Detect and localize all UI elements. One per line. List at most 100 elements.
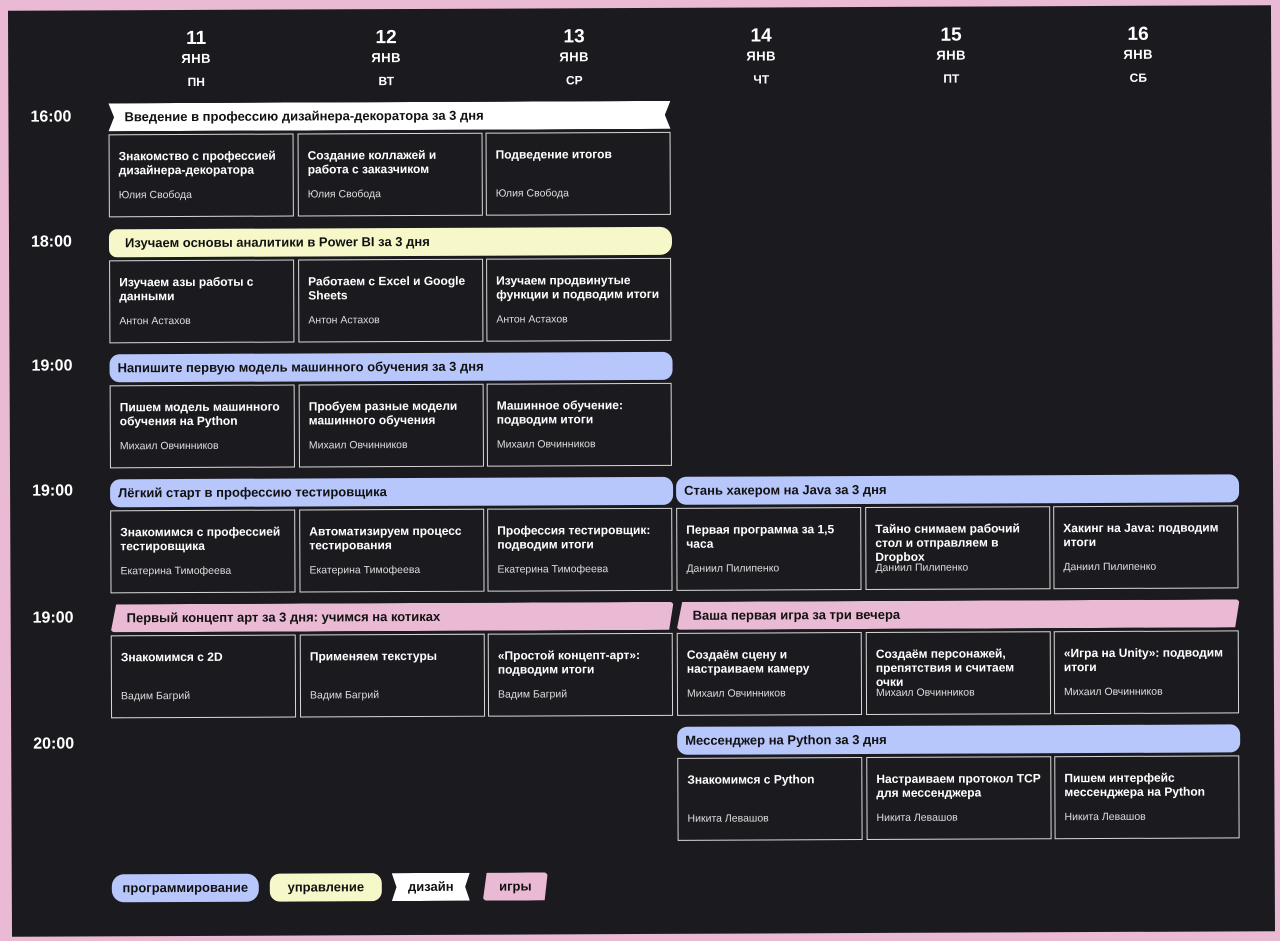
lesson-card[interactable]: Знакомимся с профессией тестировщика Ека… xyxy=(110,509,296,594)
day-header-2: 13 ЯНВ СР xyxy=(514,26,634,89)
lesson-teacher: Екатерина Тимофеева xyxy=(120,564,232,578)
lesson-teacher: Даниил Пилипенко xyxy=(686,562,780,575)
lesson-title: Создаём персонажей, препятствия и считае… xyxy=(875,646,1015,689)
day-weekday: ПН xyxy=(187,74,205,89)
lesson-title: Настраиваем протокол TCP для мессенджера xyxy=(876,771,1041,800)
lesson-title: Изучаем продвинутые функции и подводим и… xyxy=(496,273,660,302)
lesson-card[interactable]: Тайно снимаем рабочий стол и отправляем … xyxy=(865,506,1051,591)
lesson-card[interactable]: Пишем интерфейс мессенджера на Python Ни… xyxy=(1054,755,1240,840)
day-weekday: СР xyxy=(565,73,583,88)
lesson-title: «Игра на Unity»: подводим итоги xyxy=(1063,645,1224,675)
lesson-card[interactable]: «Простой концепт-арт»: подводим итоги Ва… xyxy=(487,632,674,717)
lesson-card[interactable]: Хакинг на Java: подводим итоги Даниил Пи… xyxy=(1053,505,1239,590)
time-label-0: 16:00 xyxy=(30,108,72,126)
legend-management[interactable]: управление xyxy=(269,873,382,902)
lesson-card[interactable]: Работаем с Excel и Google Sheets Антон А… xyxy=(298,258,484,343)
time-label-1: 18:00 xyxy=(30,233,72,251)
lesson-card[interactable]: Знакомимся с Python Никита Левашов xyxy=(677,757,863,841)
time-label-4: 19:00 xyxy=(32,609,74,627)
day-month: ЯНВ xyxy=(936,47,967,63)
lesson-teacher: Никита Левашов xyxy=(687,812,769,825)
lesson-card[interactable]: Знакомимся с 2D Вадим Багрий xyxy=(110,634,297,719)
day-weekday: ЧТ xyxy=(753,72,770,87)
lesson-title: Знакомимся с профессией тестировщика xyxy=(120,524,281,554)
lesson-teacher: Михаил Овчинников xyxy=(686,687,786,700)
lesson-card[interactable]: Знакомство с профессией дизайнера-декора… xyxy=(108,133,294,218)
lesson-title: Работаем с Excel и Google Sheets xyxy=(308,273,466,303)
course-banner-first-game[interactable]: Ваша первая игра за три вечера xyxy=(677,599,1240,629)
lesson-title: Применяем текстуры xyxy=(309,648,438,664)
lesson-teacher: Вадим Багрий xyxy=(497,688,568,701)
lesson-teacher: Михаил Овчинников xyxy=(496,438,596,451)
course-banner-machine-learning[interactable]: Напишите первую модель машинного обучени… xyxy=(109,351,673,383)
course-banner-python-messenger[interactable]: Мессенджер на Python за 3 дня xyxy=(677,724,1241,755)
day-number: 14 xyxy=(750,25,772,47)
lesson-card[interactable]: Изучаем продвинутые функции и подводим и… xyxy=(486,257,672,342)
course-banner-testing[interactable]: Лёгкий старт в профессию тестировщика xyxy=(110,476,674,508)
lesson-card[interactable]: Пробуем разные модели машинного обучения… xyxy=(298,383,484,468)
lesson-teacher: Вадим Багрий xyxy=(309,689,380,702)
lesson-teacher: Михаил Овчинников xyxy=(308,439,408,452)
lesson-card[interactable]: Изучаем азы работы с данными Антон Астах… xyxy=(109,259,295,344)
lesson-card[interactable]: Создание коллажей и работа с заказчиком … xyxy=(297,132,483,217)
lesson-title: Пишем модель машинного обучения на Pytho… xyxy=(119,399,280,429)
lesson-title: Первая программа за 1,5 часа xyxy=(686,522,835,551)
lesson-teacher: Екатерина Тимофеева xyxy=(497,563,609,576)
day-number: 15 xyxy=(940,24,962,46)
lesson-card[interactable]: Машинное обучение: подводим итоги Михаил… xyxy=(486,382,672,467)
lesson-title: Пробуем разные модели машинного обучения xyxy=(308,398,458,428)
lesson-teacher: Юлия Свобода xyxy=(307,188,382,201)
lesson-card[interactable]: Создаём персонажей, препятствия и считае… xyxy=(865,631,1052,716)
day-header-3: 14 ЯНВ ЧТ xyxy=(701,25,821,88)
lesson-card[interactable]: Применяем текстуры Вадим Багрий xyxy=(299,633,486,718)
day-number: 16 xyxy=(1127,23,1149,45)
lesson-teacher: Антон Астахов xyxy=(119,314,191,328)
day-header-0: 11 ЯНВ ПН xyxy=(136,28,256,91)
lesson-title: Знакомимся с Python xyxy=(687,772,815,787)
course-banner-power-bi[interactable]: Изучаем основы аналитики в Power BI за 3… xyxy=(108,226,673,258)
lesson-title: Пишем интерфейс мессенджера на Python xyxy=(1064,770,1205,800)
lesson-card[interactable]: «Игра на Unity»: подводим итоги Михаил О… xyxy=(1053,630,1240,715)
day-month: ЯНВ xyxy=(746,48,777,64)
lesson-teacher: Вадим Багрий xyxy=(120,689,191,703)
lesson-teacher: Антон Астахов xyxy=(308,314,380,327)
day-month: ЯНВ xyxy=(1123,46,1154,62)
lesson-card[interactable]: Профессия тестировщик: подводим итоги Ек… xyxy=(487,507,673,592)
lesson-teacher: Михаил Овчинников xyxy=(1063,685,1163,699)
lesson-teacher: Даниил Пилипенко xyxy=(1063,560,1157,574)
lesson-title: Хакинг на Java: подводим итоги xyxy=(1063,520,1219,550)
course-banner-concept-art[interactable]: Первый концепт арт за 3 дня: учимся на к… xyxy=(111,602,674,632)
day-number: 13 xyxy=(563,26,585,48)
lesson-card[interactable]: Создаём сцену и настраиваем камеру Михаи… xyxy=(676,632,863,716)
day-weekday: ПТ xyxy=(943,71,960,86)
lesson-teacher: Антон Астахов xyxy=(496,313,568,326)
time-label-2: 19:00 xyxy=(31,357,73,375)
lesson-title: Тайно снимаем рабочий стол и отправляем … xyxy=(875,521,1020,564)
lesson-title: Подведение итогов xyxy=(495,147,612,162)
lesson-title: Создание коллажей и работа с заказчиком xyxy=(307,147,437,177)
lesson-card[interactable]: Первая программа за 1,5 часа Даниил Пили… xyxy=(676,507,862,591)
course-banner-design-decorator[interactable]: Введение в профессию дизайнера-декоратор… xyxy=(108,101,670,131)
course-banner-java-hacker[interactable]: Стань хакером на Java за 3 дня xyxy=(676,474,1240,505)
day-header-5: 16 ЯНВ СБ xyxy=(1078,24,1198,87)
lesson-card[interactable]: Настраиваем протокол TCP для мессенджера… xyxy=(866,756,1052,841)
lesson-title: Машинное обучение: подводим итоги xyxy=(496,398,623,427)
lesson-card[interactable]: Подведение итогов Юлия Свобода xyxy=(485,131,671,216)
lesson-teacher: Юлия Свобода xyxy=(118,188,193,202)
lesson-teacher: Никита Левашов xyxy=(1064,810,1146,824)
lesson-teacher: Никита Левашов xyxy=(876,811,958,824)
lesson-teacher: Даниил Пилипенко xyxy=(875,561,969,574)
lesson-title: Создаём сцену и настраиваем камеру xyxy=(686,647,810,676)
legend-programming[interactable]: программирование xyxy=(111,873,259,903)
lesson-card[interactable]: Автоматизируем процесс тестирования Екат… xyxy=(299,508,485,593)
legend-games[interactable]: игры xyxy=(483,872,548,900)
day-month: ЯНВ xyxy=(371,50,402,66)
day-month: ЯНВ xyxy=(559,49,590,65)
schedule-board: 11 ЯНВ ПН 12 ЯНВ ВТ 13 ЯНВ СР 14 ЯНВ ЧТ … xyxy=(7,5,1276,937)
day-header-1: 12 ЯНВ ВТ xyxy=(326,27,446,90)
lesson-title: «Простой концепт-арт»: подводим итоги xyxy=(497,648,641,677)
legend-design[interactable]: дизайн xyxy=(392,873,470,901)
day-month: ЯНВ xyxy=(181,50,212,67)
lesson-title: Автоматизируем процесс тестирования xyxy=(309,523,462,553)
lesson-card[interactable]: Пишем модель машинного обучения на Pytho… xyxy=(109,384,295,469)
